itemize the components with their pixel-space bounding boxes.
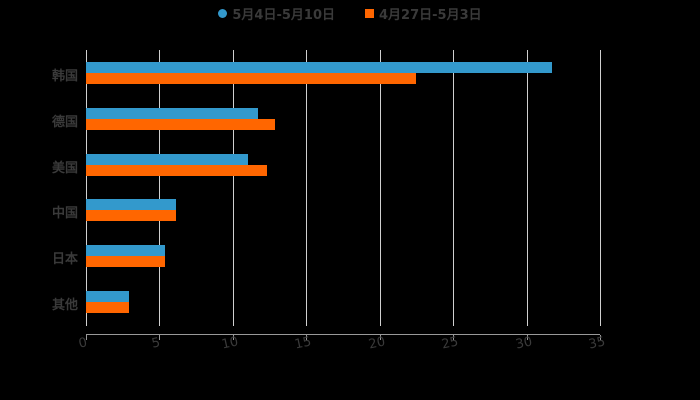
gridline xyxy=(306,50,307,326)
gridline xyxy=(600,50,601,326)
x-axis-line xyxy=(86,334,600,335)
gridline xyxy=(380,50,381,326)
category-label: 其他 xyxy=(51,298,78,313)
x-tick-label: 5 xyxy=(150,335,162,352)
gridline xyxy=(453,50,454,326)
legend-label: 4月27日-5月3日 xyxy=(379,7,482,23)
x-tick-label: 0 xyxy=(77,335,89,352)
bar-previous-week[interactable] xyxy=(86,73,416,84)
category-label: 中国 xyxy=(51,206,78,222)
legend-swatch-icon xyxy=(218,8,228,18)
legend-swatch-icon xyxy=(365,8,374,18)
legend-label: 5月4日-5月10日 xyxy=(232,7,335,23)
axis-tick xyxy=(86,335,87,340)
bar-current-week[interactable] xyxy=(86,291,129,302)
axis-tick xyxy=(159,335,160,340)
chart-legend: 5月4日-5月10日 4月27日-5月3日 xyxy=(0,3,700,23)
bar-current-week[interactable] xyxy=(86,199,176,210)
x-tick-label: 10 xyxy=(220,334,240,353)
bar-previous-week[interactable] xyxy=(86,210,176,221)
category-label: 日本 xyxy=(51,252,78,268)
x-tick-label: 35 xyxy=(587,334,607,353)
axis-tick xyxy=(453,335,454,340)
axis-tick xyxy=(600,335,601,340)
category-label: 韩国 xyxy=(51,69,78,84)
axis-tick xyxy=(233,335,234,340)
axis-tick xyxy=(306,335,307,340)
bar-current-week[interactable] xyxy=(86,62,552,73)
bar-previous-week[interactable] xyxy=(86,302,129,313)
bar-previous-week[interactable] xyxy=(86,119,275,130)
legend-item-1[interactable]: 4月27日-5月3日 xyxy=(365,4,482,23)
x-tick-label: 15 xyxy=(293,334,313,353)
gridline xyxy=(86,50,87,326)
axis-tick xyxy=(380,335,381,340)
bar-previous-week[interactable] xyxy=(86,165,267,176)
bar-current-week[interactable] xyxy=(86,245,165,256)
bar-current-week[interactable] xyxy=(86,108,258,119)
x-tick-label: 30 xyxy=(514,334,534,353)
gridline xyxy=(527,50,528,326)
category-label: 美国 xyxy=(51,160,78,176)
bar-current-week[interactable] xyxy=(86,154,248,165)
gridline xyxy=(233,50,234,326)
x-tick-label: 25 xyxy=(440,334,460,353)
bar-previous-week[interactable] xyxy=(86,256,165,267)
x-tick-label: 20 xyxy=(367,334,387,353)
gridline xyxy=(159,50,160,326)
category-label: 德国 xyxy=(51,114,78,130)
axis-tick xyxy=(527,335,528,340)
legend-item-0[interactable]: 5月4日-5月10日 xyxy=(218,4,335,23)
